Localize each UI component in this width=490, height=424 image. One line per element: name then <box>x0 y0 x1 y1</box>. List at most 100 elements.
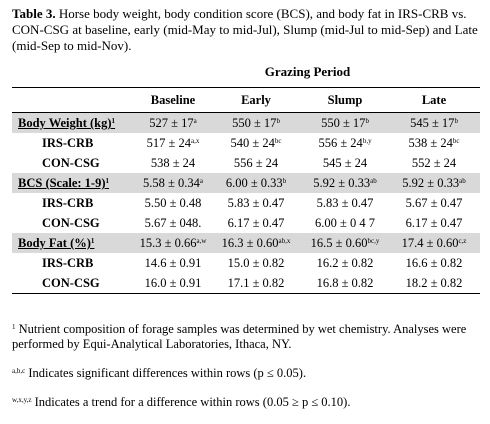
value-cell: 538 ± 24 <box>136 153 210 173</box>
cell-superscript: b <box>365 117 369 125</box>
value-cell: 527 ± 17a <box>136 112 210 133</box>
footnote-mark: 1 <box>12 323 16 331</box>
row-label-text: CON-CSG <box>42 276 100 290</box>
value-cell: 15.0 ± 0.82 <box>210 253 302 273</box>
table-row: CON-CSG 538 ± 24 556 ± 24 545 ± 24 552 ± 24 <box>12 153 480 173</box>
value-cell: 556 ± 24b,y <box>302 133 388 153</box>
cell-superscript: ab <box>370 177 377 185</box>
value-cell: 5.67 ± 0.47 <box>388 193 480 213</box>
cell-superscript: b <box>276 117 280 125</box>
cell-superscript: a <box>199 177 203 185</box>
value-cell: 17.1 ± 0.82 <box>210 273 302 294</box>
table-row: BCS (Scale: 1-9)1 5.58 ± 0.34a 6.00 ± 0.33… <box>12 173 480 193</box>
cell-superscript: a <box>193 117 197 125</box>
cell-superscript: a,w <box>196 237 207 245</box>
footnote-ref: 1 <box>90 237 95 245</box>
page: Table 3. Horse body weight, body conditi… <box>12 6 480 409</box>
row-label-text: Body Fat (%) <box>18 236 91 250</box>
cell-text: 6.17 ± 0.47 <box>227 216 285 230</box>
table-row: IRS-CRB 5.50 ± 0.48 5.83 ± 0.47 5.83 ± 0.47… <box>12 193 480 213</box>
cell-text: 538 ± 24 <box>150 156 196 170</box>
cell-text: 16.6 ± 0.82 <box>405 256 463 270</box>
value-cell: 17.4 ± 0.60c,z <box>388 233 480 253</box>
value-cell: 5.50 ± 0.48 <box>136 193 210 213</box>
cell-text: 5.58 ± 0.34 <box>143 176 200 190</box>
row-label-text: IRS-CRB <box>42 136 94 150</box>
row-label: CON-CSG <box>12 213 136 233</box>
cell-text: 16.8 ± 0.82 <box>316 276 374 290</box>
cell-text: 545 ± 17 <box>410 116 455 130</box>
caption-text: Horse body weight, body condition score … <box>12 6 478 53</box>
cell-superscript: c,z <box>458 237 467 245</box>
row-label: CON-CSG <box>12 153 136 173</box>
cell-text: 550 ± 17 <box>321 116 366 130</box>
table-row: IRS-CRB 517 ± 24a,x 540 ± 24bc 556 ± 24b,y 5… <box>12 133 480 153</box>
cell-text: 540 ± 24 <box>230 136 275 150</box>
cell-text: 527 ± 17 <box>149 116 194 130</box>
cell-text: 16.5 ± 0.60 <box>310 236 368 250</box>
cell-superscript: bc,y <box>367 237 380 245</box>
caption-label: Table 3. <box>12 6 56 21</box>
table-row: CON-CSG 5.67 ± 048. 6.17 ± 0.47 6.00 ± 0 4 … <box>12 213 480 233</box>
value-cell: 550 ± 17b <box>210 112 302 133</box>
cell-text: 550 ± 17 <box>232 116 277 130</box>
cell-text: 16.3 ± 0.60 <box>221 236 279 250</box>
value-cell: 18.2 ± 0.82 <box>388 273 480 294</box>
cell-text: 6.17 ± 0.47 <box>405 216 463 230</box>
cell-text: 18.2 ± 0.82 <box>405 276 463 290</box>
row-label: IRS-CRB <box>12 253 136 273</box>
cell-text: 517 ± 24 <box>146 136 191 150</box>
value-cell: 16.6 ± 0.82 <box>388 253 480 273</box>
row-label: IRS-CRB <box>12 193 136 213</box>
cell-text: 16.2 ± 0.82 <box>316 256 374 270</box>
value-cell: 552 ± 24 <box>388 153 480 173</box>
value-cell: 5.83 ± 0.47 <box>302 193 388 213</box>
cell-text: 15.3 ± 0.66 <box>139 236 197 250</box>
column-header: Late <box>388 87 480 113</box>
cell-text: 14.6 ± 0.91 <box>144 256 202 270</box>
cell-text: 5.83 ± 0.47 <box>227 196 285 210</box>
row-label-text: IRS-CRB <box>42 256 94 270</box>
cell-text: 17.1 ± 0.82 <box>227 276 285 290</box>
table: Baseline Early Slump Late Body Weight (kg)1… <box>12 87 480 294</box>
cell-superscript: ab <box>459 177 466 185</box>
header-cell <box>12 87 136 113</box>
value-cell: 5.92 ± 0.33ab <box>388 173 480 193</box>
value-cell: 556 ± 24 <box>210 153 302 173</box>
value-cell: 5.83 ± 0.47 <box>210 193 302 213</box>
cell-superscript: b,y <box>362 137 372 145</box>
value-cell: 16.2 ± 0.82 <box>302 253 388 273</box>
group-header: Grazing Period <box>264 64 351 79</box>
footnote-text: Indicates a trend for a difference withi… <box>34 395 351 409</box>
cell-superscript: ab,x <box>278 237 291 245</box>
cell-text: 15.0 ± 0.82 <box>227 256 285 270</box>
value-cell: 6.00 ± 0 4 7 <box>302 213 388 233</box>
value-cell: 545 ± 17b <box>388 112 480 133</box>
cell-superscript: b <box>282 177 287 185</box>
cell-text: 538 ± 24 <box>408 136 453 150</box>
value-cell: 5.92 ± 0.33ab <box>302 173 388 193</box>
cell-superscript: a,x <box>191 137 200 145</box>
value-cell: 540 ± 24bc <box>210 133 302 153</box>
cell-text: 6.00 ± 0 4 7 <box>315 216 375 230</box>
cell-text: 5.83 ± 0.47 <box>316 196 374 210</box>
cell-text: 545 ± 24 <box>322 156 368 170</box>
footnote-ref: 1 <box>105 177 110 185</box>
cell-text: 5.92 ± 0.33 <box>313 176 371 190</box>
row-label: IRS-CRB <box>12 133 136 153</box>
column-header: Slump <box>302 87 388 113</box>
footnotes: 1 Nutrient composition of forage samples… <box>12 322 480 424</box>
table-row: Body Weight (kg)1 527 ± 17a 550 ± 17b 550 ±… <box>12 112 480 133</box>
value-cell: 517 ± 24a,x <box>136 133 210 153</box>
value-cell: 5.67 ± 048. <box>136 213 210 233</box>
table-row: IRS-CRB 14.6 ± 0.91 15.0 ± 0.82 16.2 ± 0.82… <box>12 253 480 273</box>
cell-text: 556 ± 24 <box>233 156 279 170</box>
cell-superscript: bc <box>274 137 282 145</box>
table-row: Body Fat (%)1 15.3 ± 0.66a,w 16.3 ± 0.60ab… <box>12 233 480 253</box>
footnote-mark: w,x,y,z <box>12 396 32 404</box>
row-label: BCS (Scale: 1-9)1 <box>12 173 136 193</box>
cell-text: 5.50 ± 0.48 <box>144 196 202 210</box>
footnote-mark: a,b,c <box>12 367 26 375</box>
value-cell: 5.58 ± 0.34a <box>136 173 210 193</box>
footnote-text: Nutrient composition of forage samples w… <box>12 322 467 351</box>
